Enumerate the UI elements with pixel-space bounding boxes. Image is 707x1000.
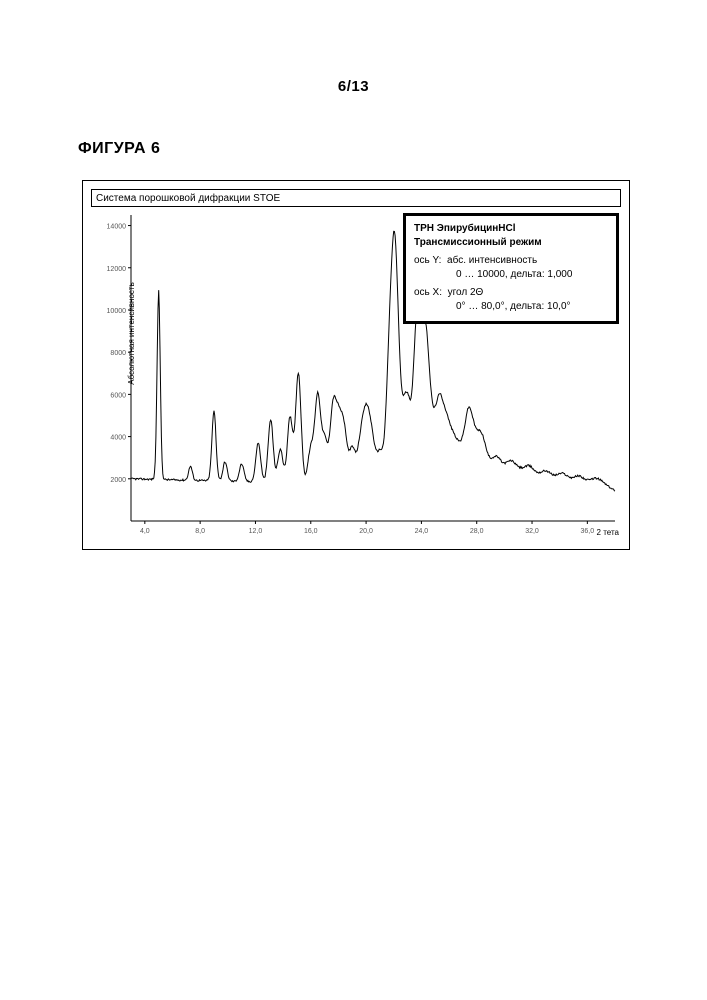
info-box: ТРН ЭпирубицинHCl Трансмиссионный режим … xyxy=(403,213,619,324)
svg-text:12,0: 12,0 xyxy=(249,528,263,535)
svg-text:20,0: 20,0 xyxy=(359,528,373,535)
info-x-range: 0° … 80,0°, дельта: 10,0° xyxy=(414,300,608,314)
svg-text:2000: 2000 xyxy=(110,477,126,484)
svg-text:14000: 14000 xyxy=(107,224,127,231)
info-y-label: ось Y: xyxy=(414,255,441,266)
svg-text:24,0: 24,0 xyxy=(415,528,429,535)
info-title-2: Трансмиссионный режим xyxy=(414,237,542,248)
info-title-1: ТРН ЭпирубицинHCl xyxy=(414,223,516,234)
info-y-desc: абс. интенсивность xyxy=(447,255,537,266)
svg-text:28,0: 28,0 xyxy=(470,528,484,535)
info-y-row: ось Y: абс. интенсивность 0 … 10000, дел… xyxy=(414,254,608,281)
chart-header: Система порошковой дифракции STOE xyxy=(91,189,621,207)
info-x-desc: угол 2Θ xyxy=(448,287,484,298)
info-x-row: ось X: угол 2Θ 0° … 80,0°, дельта: 10,0° xyxy=(414,286,608,313)
svg-text:8000: 8000 xyxy=(110,350,126,357)
figure-label: ФИГУРА 6 xyxy=(78,140,160,158)
svg-text:4000: 4000 xyxy=(110,435,126,442)
svg-text:16,0: 16,0 xyxy=(304,528,318,535)
svg-text:10000: 10000 xyxy=(107,308,127,315)
x-axis-label: 2 тета xyxy=(597,528,619,537)
svg-text:4,0: 4,0 xyxy=(140,528,150,535)
info-y-range: 0 … 10000, дельта: 1,000 xyxy=(414,268,608,282)
svg-text:12000: 12000 xyxy=(107,266,127,273)
svg-text:36,0: 36,0 xyxy=(581,528,595,535)
info-x-label: ось X: xyxy=(414,287,442,298)
svg-text:6000: 6000 xyxy=(110,392,126,399)
svg-text:8,0: 8,0 xyxy=(195,528,205,535)
page-number: 6/13 xyxy=(0,78,707,95)
chart-frame: Система порошковой дифракции STOE Абсолю… xyxy=(82,180,630,550)
svg-text:32,0: 32,0 xyxy=(525,528,539,535)
page: 6/13 ФИГУРА 6 Система порошковой дифракц… xyxy=(0,0,707,1000)
